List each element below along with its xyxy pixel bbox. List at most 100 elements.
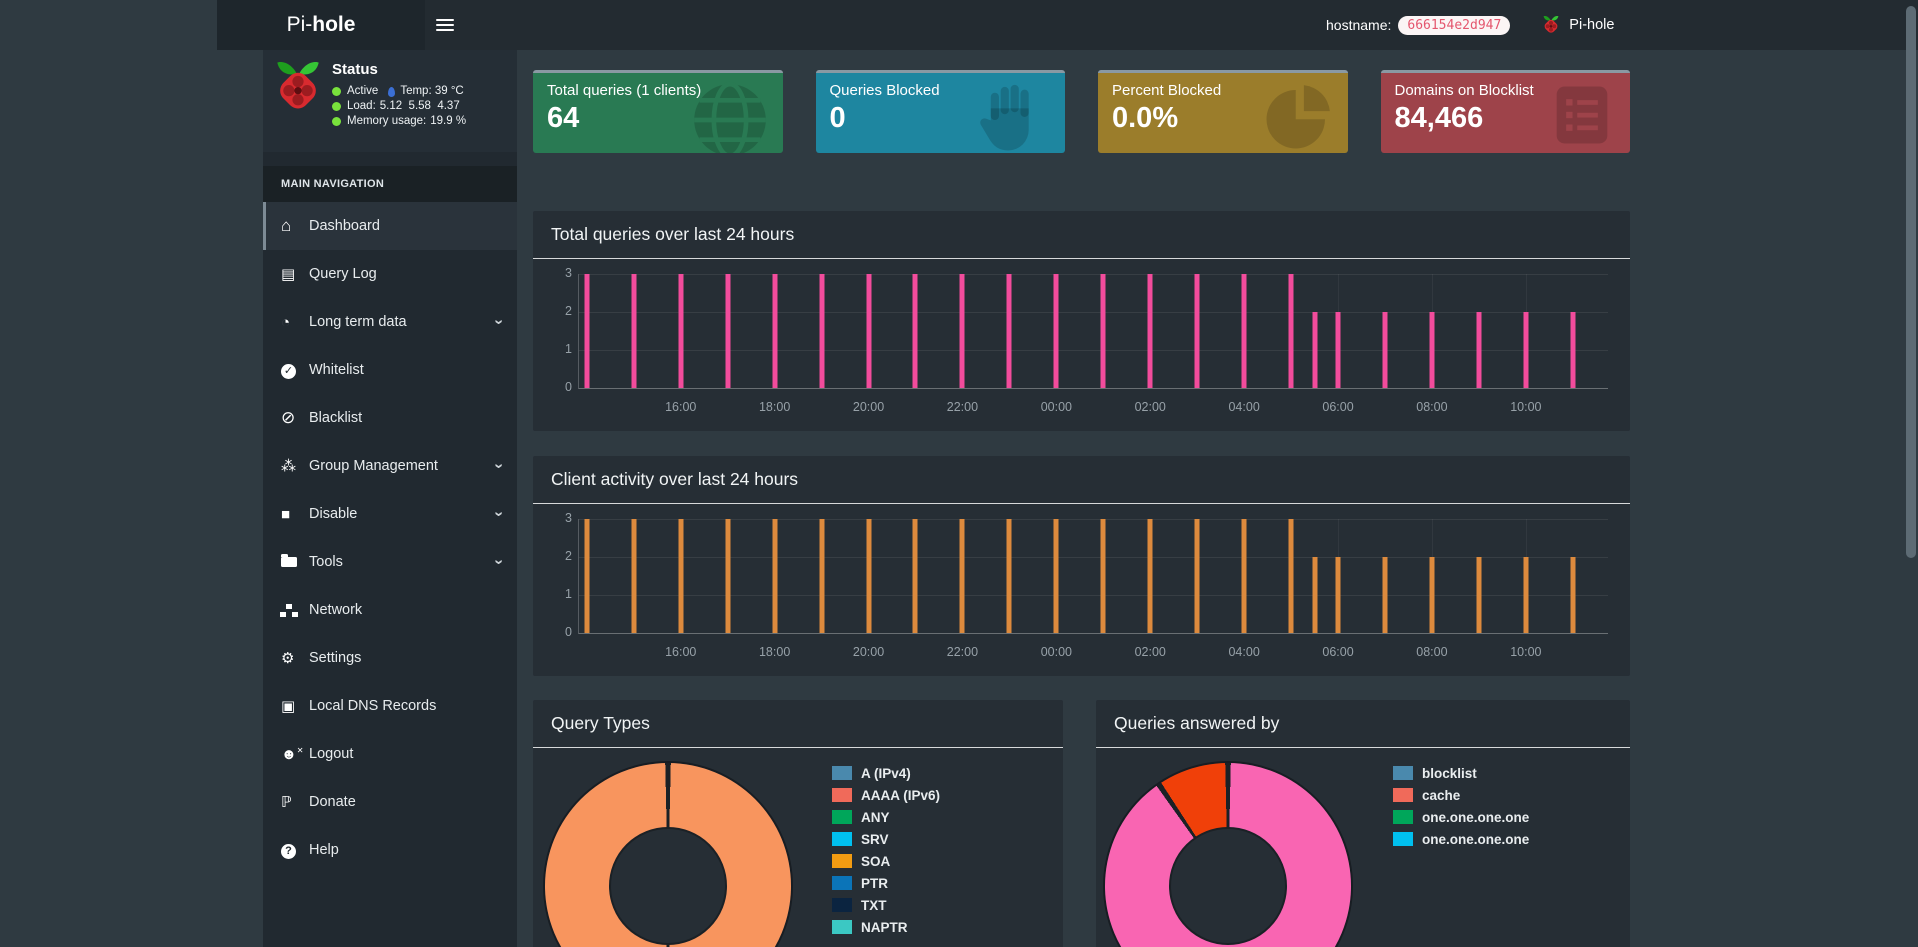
- hostname-badge: 666154e2d947: [1398, 15, 1511, 35]
- question-icon: ?: [281, 841, 309, 859]
- x-axis-tick-label: 08:00: [1416, 400, 1448, 414]
- donut-hole: [1169, 827, 1287, 945]
- legend-item[interactable]: one.one.one.one: [1393, 809, 1530, 825]
- sidebar-item-dashboard[interactable]: ⌂ Dashboard: [263, 202, 517, 250]
- sidebar-item-tools[interactable]: Tools ›: [263, 538, 517, 586]
- legend-label: ANY: [861, 809, 890, 825]
- sidebar-item-whitelist[interactable]: ✓ Whitelist: [263, 346, 517, 394]
- chart-bar: [1382, 312, 1388, 388]
- chart-bar: [1006, 519, 1012, 633]
- chart-bar: [819, 274, 825, 388]
- chart-bar: [1194, 519, 1200, 633]
- x-axis-tick-label: 02:00: [1134, 400, 1166, 414]
- sidebar-item-long-term-data[interactable]: ◔ Long term data ›: [263, 298, 517, 346]
- paypal-icon: ℙ: [281, 794, 292, 811]
- x-axis-tick-label: 08:00: [1416, 645, 1448, 659]
- chart-bar: [1523, 312, 1529, 388]
- stat-card-label: Domains on Blocklist: [1394, 82, 1534, 99]
- x-axis-tick-label: 06:00: [1322, 645, 1354, 659]
- legend-item[interactable]: PTR: [832, 876, 940, 891]
- status-line-value: Temp: 39 °C: [400, 85, 464, 97]
- chart-bar: [866, 274, 872, 388]
- sidebar-item-help[interactable]: ? Help: [263, 826, 517, 874]
- stat-card-value: 0: [829, 102, 846, 134]
- stat-card-value: 84,466: [1394, 102, 1484, 134]
- sidebar-item-query-log[interactable]: ▤ Query Log: [263, 250, 517, 298]
- ban-icon: ⊘: [281, 408, 296, 427]
- total-queries-panel: Total queries over last 24 hours 0 1 2 3 16:…: [533, 211, 1630, 431]
- legend-label: SRV: [861, 831, 889, 847]
- legend-swatch: [832, 788, 852, 802]
- status-line: Load: 5.12 5.58 4.37: [332, 99, 466, 114]
- x-axis-tick-label: 20:00: [852, 400, 885, 414]
- vertical-scrollbar[interactable]: [1906, 6, 1916, 558]
- sidebar-item-label: Settings: [309, 650, 362, 666]
- chart-bar: [959, 519, 965, 633]
- sidebar-item-local-dns-records[interactable]: ▣ Local DNS Records: [263, 682, 517, 730]
- sidebar-item-settings[interactable]: ⚙ Settings: [263, 634, 517, 682]
- clock-icon: ◔: [281, 313, 291, 331]
- legend-label: one.one.one.one: [1422, 809, 1530, 825]
- legend-item[interactable]: one.one.one.one: [1393, 832, 1529, 847]
- stop-icon: ■: [281, 505, 291, 523]
- status-ok-dot: [332, 117, 341, 126]
- legend-item[interactable]: SOA: [832, 854, 940, 869]
- y-axis-tick-label: 1: [565, 341, 572, 356]
- panel-title: Total queries over last 24 hours: [551, 224, 795, 244]
- sidebar-item-label: Help: [309, 842, 339, 858]
- chart-bar: [959, 274, 965, 388]
- chart-bar: [631, 274, 637, 388]
- chart-bar: [772, 519, 778, 633]
- chart-bar: [1429, 557, 1435, 633]
- legend-label: TXT: [861, 897, 887, 913]
- chart-bar: [819, 519, 825, 633]
- queries-answered-panel: Queries answered by blocklist cache one.on…: [1096, 700, 1630, 947]
- sidebar-toggle-button[interactable]: [436, 19, 454, 34]
- legend-swatch: [832, 898, 852, 912]
- chart-bar: [1194, 274, 1200, 388]
- status-panel: Status Active Temp: 39 °C Load: 5.12 5.58 4…: [263, 50, 517, 152]
- address-book-icon: ▣: [281, 698, 296, 715]
- sidebar-item-label: Logout: [309, 746, 354, 762]
- y-axis-tick-label: 2: [565, 303, 572, 318]
- sidebar-item-network[interactable]: Network: [263, 586, 517, 634]
- stat-card-label: Percent Blocked: [1112, 82, 1222, 99]
- x-axis-tick-label: 22:00: [946, 645, 979, 659]
- sidebar-item-group-management[interactable]: ⁂ Group Management ›: [263, 442, 517, 490]
- chart-bar: [866, 519, 872, 633]
- sidebar-item-blacklist[interactable]: ⊘ Blacklist: [263, 394, 517, 442]
- legend-item[interactable]: NAPTR: [832, 920, 940, 935]
- sidebar-item-disable[interactable]: ■ Disable ›: [263, 490, 517, 538]
- chevron-down-icon: ›: [490, 463, 508, 469]
- legend-item[interactable]: TXT: [832, 897, 940, 913]
- chart-bar: [1570, 312, 1576, 388]
- chart-bar: [1570, 557, 1576, 633]
- folder-icon: [281, 553, 309, 571]
- y-axis-tick-label: 1: [565, 586, 572, 601]
- chart-bar: [584, 274, 590, 388]
- legend-item[interactable]: A (IPv4): [832, 766, 940, 781]
- legend-swatch: [832, 920, 852, 934]
- legend-item[interactable]: ANY: [832, 809, 940, 825]
- stat-card-list: Domains on Blocklist 84,466: [1380, 70, 1630, 153]
- status-line-label: Active: [347, 85, 379, 97]
- x-axis-tick-label: 02:00: [1134, 645, 1166, 659]
- x-axis-tick-label: 04:00: [1228, 400, 1260, 414]
- check-circle-icon: ✓: [281, 361, 309, 379]
- chart-bar: [1241, 519, 1247, 633]
- file-icon: ▤: [281, 266, 296, 283]
- sidebar-item-donate[interactable]: ℙ Donate: [263, 778, 517, 826]
- legend-item[interactable]: blocklist: [1393, 766, 1529, 781]
- brand-logo: Pi-hole: [217, 0, 425, 50]
- legend-item[interactable]: cache: [1393, 788, 1529, 803]
- brand-prefix: Pi-: [286, 13, 313, 36]
- chart-bar: [678, 519, 684, 633]
- sidebar-item-label: Tools: [309, 554, 343, 570]
- client-activity-chart: 0 1 2 3 16:00 18:00 20:00 22:00 00:00 02:00 04:00 0…: [545, 504, 1616, 670]
- legend-item[interactable]: AAAA (IPv6): [832, 788, 940, 803]
- y-axis-tick-label: 0: [565, 380, 572, 394]
- sidebar-item-logout[interactable]: ☻Logout: [263, 730, 517, 778]
- legend-swatch: [832, 766, 852, 780]
- legend-item[interactable]: SRV: [832, 831, 940, 847]
- sidebar-item-label: Local DNS Records: [309, 698, 437, 714]
